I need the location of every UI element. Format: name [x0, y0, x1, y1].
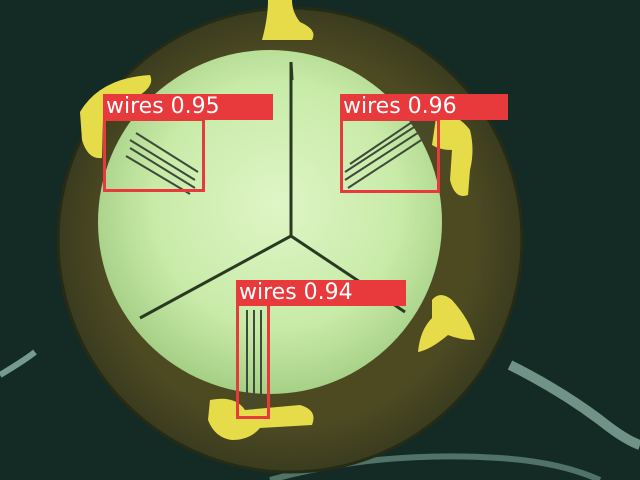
detection-box-wires-right — [340, 118, 440, 193]
contact-pad — [418, 295, 475, 352]
detection-label-bottom: wires 0.94 — [236, 280, 406, 306]
wire-group-right — [344, 113, 433, 189]
background-trace — [507, 360, 640, 450]
wire-group-left — [125, 132, 199, 195]
detection-box-wires-bottom — [236, 303, 270, 419]
detection-box-wires-left — [103, 118, 205, 192]
contact-pad — [208, 398, 314, 440]
divider-line — [289, 61, 294, 81]
wire-group-bottom — [246, 310, 262, 412]
contact-pad — [432, 115, 473, 196]
contact-pad — [262, 0, 314, 40]
detection-label-right: wires 0.96 — [340, 94, 508, 120]
background-trace — [0, 349, 37, 378]
detection-label-left: wires 0.95 — [103, 94, 273, 120]
illuminated-area — [98, 50, 442, 394]
